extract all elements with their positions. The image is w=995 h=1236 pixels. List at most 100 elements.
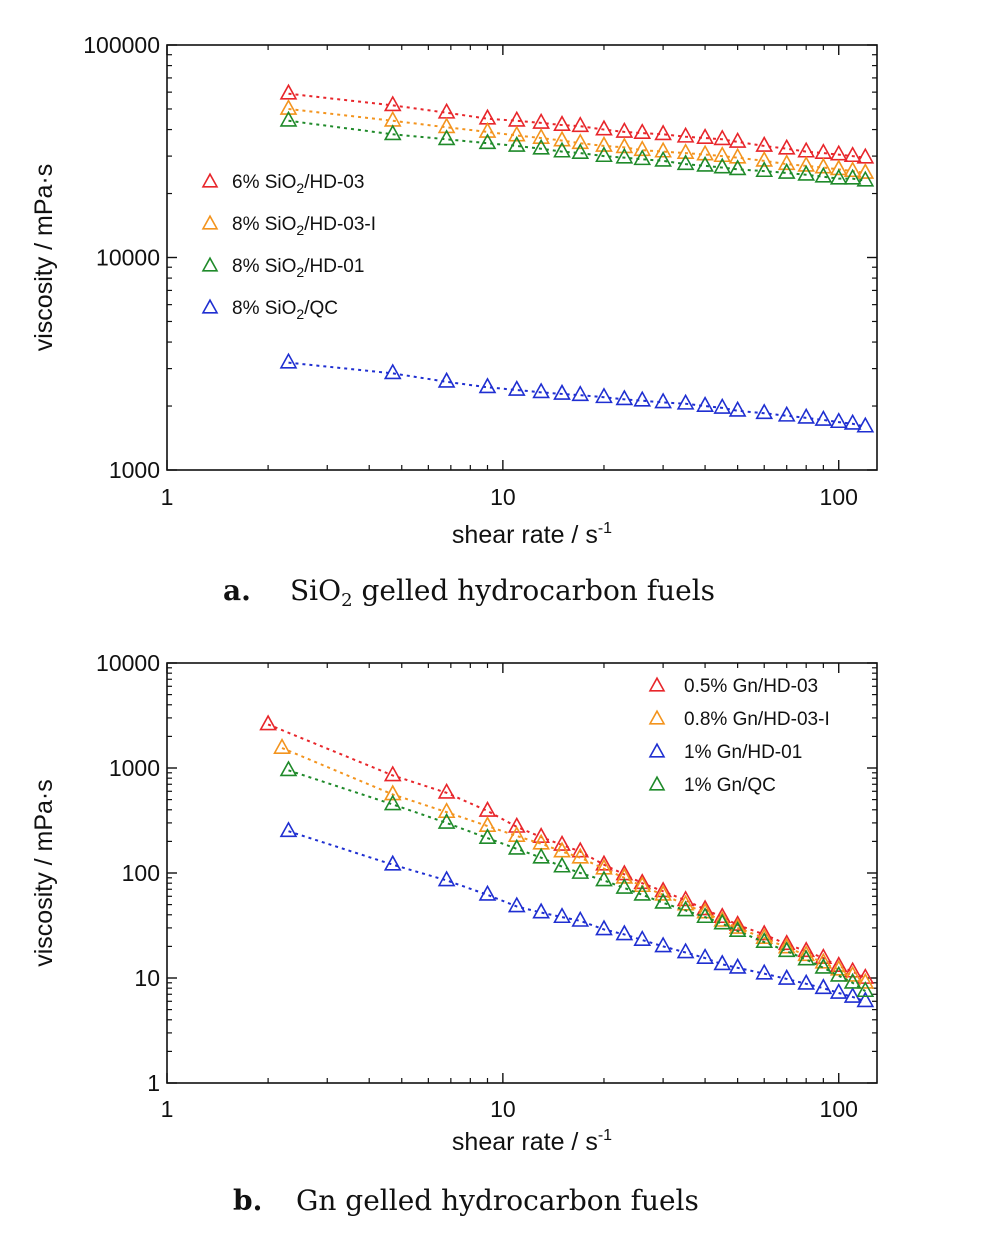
data-point	[728, 131, 747, 148]
data-point	[676, 890, 695, 907]
data-point	[814, 952, 833, 969]
legend-marker	[648, 742, 666, 758]
data-point	[713, 910, 732, 927]
data-point	[615, 137, 634, 154]
data-point	[797, 155, 816, 172]
y-tick-label: 100	[122, 860, 160, 886]
data-point	[696, 907, 714, 924]
data-point	[571, 910, 590, 927]
data-point	[829, 159, 848, 176]
chart-b: 1 10 100 1000 10000 1 10 100 shear rate / s-1 vis…	[30, 650, 878, 1217]
data-point	[777, 934, 796, 951]
data-point	[843, 413, 862, 430]
y-tick-label: 100000	[83, 32, 160, 58]
legend-marker	[648, 775, 666, 791]
data-point	[777, 154, 796, 171]
data-point	[571, 133, 590, 150]
data-point	[532, 902, 550, 919]
data-point	[777, 968, 796, 985]
data-point	[654, 881, 672, 898]
data-point	[696, 144, 714, 161]
data-point	[279, 760, 298, 777]
legend-marker	[648, 709, 666, 725]
data-point	[814, 166, 833, 183]
caption-letter: b.	[233, 1184, 262, 1217]
data-point	[437, 371, 456, 388]
legend-label: 0.8% Gn/HD-03-I	[684, 709, 830, 730]
data-point	[259, 714, 277, 731]
data-point	[595, 146, 613, 163]
data-point	[633, 390, 652, 407]
y-axis-label: viscosity / mPa·s	[30, 164, 58, 352]
data-point	[829, 412, 848, 429]
data-point	[654, 884, 672, 901]
data-point	[553, 907, 571, 924]
data-point	[507, 125, 526, 142]
data-point	[696, 947, 714, 964]
series-line	[288, 769, 866, 992]
data-point	[676, 143, 695, 160]
legend-marker	[201, 172, 219, 188]
data-point	[856, 147, 875, 164]
y-tick-label: 10000	[96, 650, 160, 676]
legend-marker	[648, 676, 666, 692]
data-point	[478, 828, 497, 845]
x-axis-label: shear rate / s-1	[452, 520, 612, 549]
data-point	[755, 403, 774, 420]
data-point	[713, 157, 732, 174]
legend-label: 8% SiO2/QC	[232, 298, 338, 322]
data-point	[507, 896, 526, 913]
data-point	[615, 867, 634, 884]
data-point	[676, 942, 695, 959]
series-1-gn-hd-01	[279, 821, 875, 1008]
data-point	[478, 884, 497, 901]
data-point	[755, 932, 774, 948]
data-point	[615, 877, 634, 894]
data-point	[437, 802, 456, 819]
data-point	[595, 119, 613, 136]
data-point	[532, 112, 550, 129]
data-point	[856, 991, 875, 1008]
data-point	[595, 387, 613, 404]
data-point	[829, 965, 848, 982]
data-point	[696, 127, 714, 144]
data-point	[383, 765, 402, 782]
data-point	[507, 135, 526, 152]
data-point	[571, 116, 590, 133]
data-point	[279, 98, 298, 115]
data-point	[713, 397, 732, 414]
data-point	[777, 405, 796, 422]
data-point	[437, 782, 456, 799]
series-1-gn-qc	[279, 760, 875, 998]
data-point	[654, 892, 672, 909]
data-point	[595, 854, 613, 871]
data-point	[478, 800, 497, 817]
y-tick-label: 1000	[109, 457, 160, 483]
data-point	[507, 379, 526, 396]
data-point	[728, 400, 747, 417]
data-point	[383, 363, 402, 380]
data-point	[571, 847, 590, 864]
data-point	[713, 146, 732, 163]
data-point	[383, 124, 402, 141]
data-point	[713, 129, 732, 146]
data-point	[777, 941, 796, 958]
data-point	[437, 870, 456, 887]
data-point	[532, 827, 550, 843]
data-point	[633, 149, 652, 166]
data-point	[654, 392, 672, 409]
data-point	[654, 150, 672, 167]
data-point	[843, 972, 862, 989]
data-point	[843, 161, 862, 178]
data-point	[383, 854, 402, 871]
data-point	[814, 957, 833, 974]
data-point	[829, 982, 848, 999]
series-line	[288, 361, 866, 428]
data-point	[595, 135, 613, 152]
data-point	[633, 873, 652, 890]
data-point	[553, 856, 571, 873]
x-tick-label: 10	[490, 484, 516, 510]
data-point	[633, 123, 652, 140]
data-point	[777, 138, 796, 155]
legend-label: 1% Gn/QC	[684, 775, 776, 796]
